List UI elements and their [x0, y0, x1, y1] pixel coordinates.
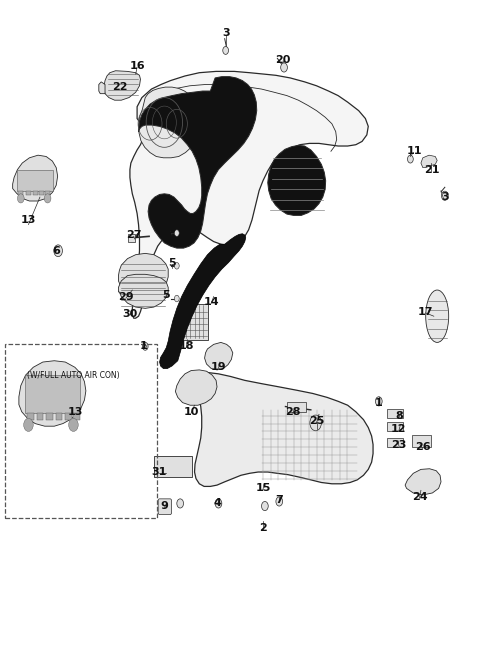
Text: 16: 16: [129, 61, 145, 71]
Text: 1: 1: [140, 341, 147, 352]
Polygon shape: [268, 146, 325, 215]
Bar: [18, 190, 23, 195]
Text: 9: 9: [160, 501, 168, 511]
Circle shape: [442, 191, 448, 200]
Circle shape: [281, 63, 288, 72]
Circle shape: [375, 397, 382, 406]
Text: 13: 13: [67, 407, 83, 417]
Text: 10: 10: [183, 407, 199, 417]
Circle shape: [310, 415, 322, 431]
Circle shape: [177, 499, 183, 508]
Text: 17: 17: [418, 306, 433, 317]
Circle shape: [408, 155, 413, 163]
Circle shape: [174, 230, 179, 236]
Circle shape: [174, 262, 179, 269]
Circle shape: [276, 497, 283, 506]
Bar: [387, 409, 403, 419]
Bar: [387, 422, 403, 432]
Bar: [287, 402, 306, 412]
Bar: [128, 234, 135, 241]
Text: 8: 8: [395, 411, 403, 421]
Text: 11: 11: [407, 146, 422, 156]
Polygon shape: [194, 373, 373, 486]
Text: 5: 5: [162, 290, 169, 300]
Text: 5: 5: [167, 225, 174, 235]
Polygon shape: [104, 71, 141, 100]
Text: 29: 29: [118, 291, 134, 302]
Bar: [73, 413, 80, 420]
Text: 15: 15: [255, 483, 271, 493]
Bar: [180, 304, 208, 340]
Bar: [412, 436, 432, 447]
Bar: [26, 190, 31, 195]
Text: 13: 13: [21, 215, 36, 225]
Circle shape: [174, 295, 179, 302]
Circle shape: [54, 245, 62, 256]
Bar: [33, 190, 37, 195]
Polygon shape: [405, 469, 441, 495]
Circle shape: [215, 499, 222, 508]
Bar: [45, 190, 50, 195]
Text: 24: 24: [412, 492, 427, 502]
Text: 26: 26: [415, 442, 431, 452]
Text: 23: 23: [391, 440, 407, 449]
Circle shape: [44, 194, 51, 203]
Text: 20: 20: [276, 54, 291, 64]
Text: 18: 18: [179, 341, 194, 352]
Polygon shape: [204, 342, 233, 370]
Polygon shape: [99, 82, 105, 94]
Polygon shape: [19, 361, 86, 426]
Polygon shape: [130, 72, 368, 318]
Polygon shape: [12, 155, 58, 201]
Bar: [36, 413, 43, 420]
Ellipse shape: [426, 290, 449, 342]
Bar: [154, 457, 192, 478]
Text: 12: 12: [391, 424, 407, 434]
Circle shape: [24, 419, 33, 432]
Bar: [56, 413, 62, 420]
Polygon shape: [175, 370, 217, 405]
Text: 3: 3: [441, 192, 449, 202]
Circle shape: [223, 47, 228, 54]
Text: 30: 30: [122, 308, 138, 319]
Circle shape: [17, 194, 24, 203]
Text: 5: 5: [168, 258, 176, 268]
Text: 25: 25: [309, 416, 324, 426]
Text: (W/FULL AUTO AIR CON): (W/FULL AUTO AIR CON): [27, 371, 120, 380]
Bar: [387, 438, 403, 447]
Text: 28: 28: [285, 407, 300, 417]
Circle shape: [143, 342, 148, 350]
Text: 6: 6: [52, 246, 60, 256]
Circle shape: [69, 419, 78, 432]
Bar: [4, 344, 157, 518]
Text: 2: 2: [259, 523, 267, 533]
Polygon shape: [119, 274, 168, 308]
Polygon shape: [421, 155, 437, 168]
Polygon shape: [139, 77, 257, 248]
Text: 31: 31: [151, 467, 167, 477]
Polygon shape: [139, 87, 201, 158]
Bar: [65, 413, 72, 420]
Text: 21: 21: [424, 165, 439, 174]
Text: 19: 19: [211, 362, 226, 372]
Text: 1: 1: [375, 398, 383, 408]
Text: 22: 22: [113, 82, 128, 92]
Bar: [46, 413, 53, 420]
Bar: [27, 413, 34, 420]
Text: 4: 4: [213, 499, 221, 508]
Text: 14: 14: [204, 297, 219, 307]
Polygon shape: [159, 234, 246, 369]
Circle shape: [262, 501, 268, 510]
FancyBboxPatch shape: [158, 499, 171, 514]
Bar: [39, 190, 44, 195]
Bar: [24, 375, 80, 413]
Polygon shape: [119, 253, 168, 295]
Text: 3: 3: [222, 28, 229, 39]
Text: 7: 7: [276, 495, 283, 504]
Text: 27: 27: [126, 230, 142, 240]
Bar: [17, 170, 53, 190]
